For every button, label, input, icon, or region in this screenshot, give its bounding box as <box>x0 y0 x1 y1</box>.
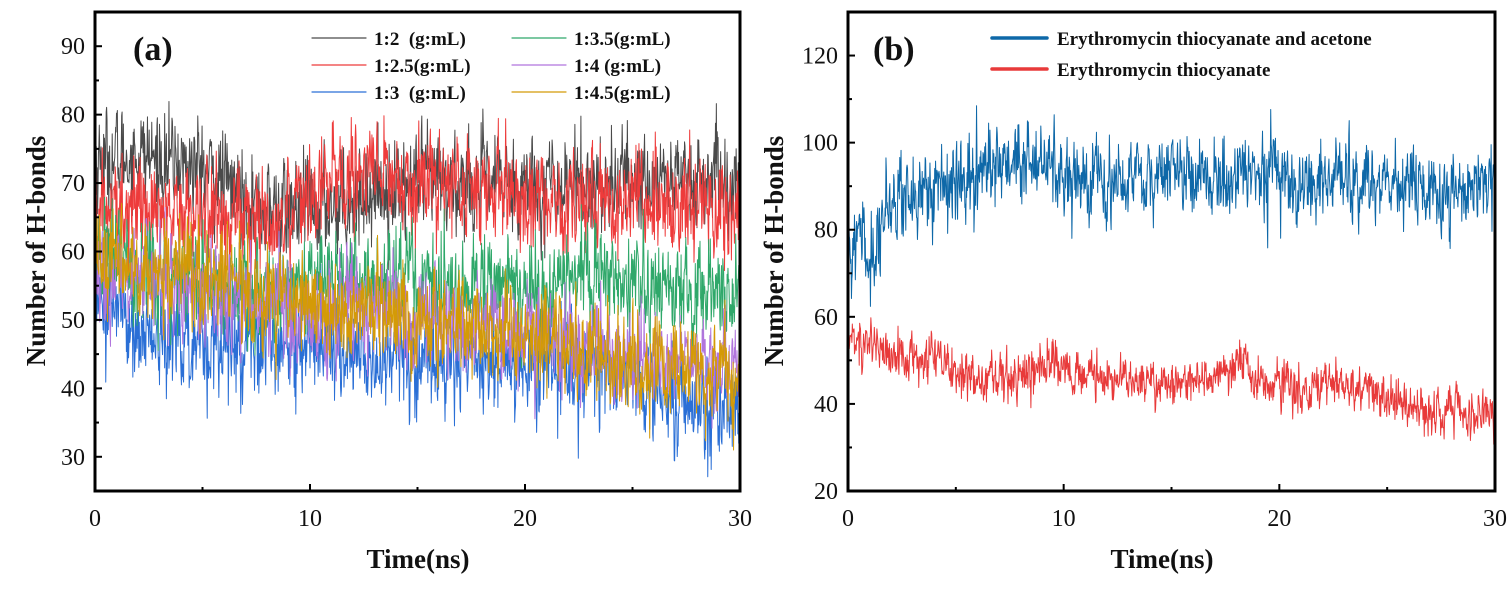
panel-b-x-tick-label: 30 <box>1483 506 1507 532</box>
panel-b: 0 10 20 30 20 40 60 80 100 120 (b) Erythromycin t… <box>759 10 1507 574</box>
legend-label: 1:4.5(g:mL) <box>574 83 671 104</box>
panel-b-legend-item: Erythromycin thiocyanate and acetone <box>990 29 1372 50</box>
panel-b-legend-item: Erythromycin thiocyanate <box>990 60 1270 81</box>
panel-b-axes-frame <box>846 10 1497 493</box>
panel-a-y-tick-label: 70 <box>61 171 85 197</box>
panel-a-y-tick-label: 90 <box>61 34 85 60</box>
panel-a-legend-item: 1:3.5(g:mL) <box>511 29 671 50</box>
panel-b-y-tick-label: 80 <box>814 218 838 244</box>
panel-b-legend: Erythromycin thiocyanate and acetone Eryt… <box>990 29 1372 81</box>
panel-a-legend-item: 1:4 (g:mL) <box>511 56 661 77</box>
panel-a-y-tick-label: 30 <box>61 445 85 471</box>
panel-a-series-line-2 <box>95 115 740 279</box>
panel-a-legend-item: 1:3 (g:mL) <box>311 83 466 104</box>
legend-label: 1:3.5(g:mL) <box>574 29 671 50</box>
panel-b-y-axis-title: Number of H-bonds <box>759 136 789 367</box>
legend-label: Erythromycin thiocyanate <box>1057 60 1270 81</box>
panel-a-x-tick-label: 0 <box>89 506 101 532</box>
panel-a-y-tick-label: 80 <box>61 103 85 129</box>
panel-a-y-tick-label: 60 <box>61 240 85 266</box>
legend-label: 1:2.5(g:mL) <box>374 56 471 77</box>
panel-a-x-axis-title: Time(ns) <box>366 544 469 574</box>
panel-a-x-tick-label: 10 <box>298 506 322 532</box>
panel-b-x-tick-label: 20 <box>1267 506 1291 532</box>
panel-a-x-tick-label: 20 <box>513 506 537 532</box>
panel-a-ticks: 0 10 20 30 30 40 50 60 70 80 90 <box>61 11 752 532</box>
panel-b-y-tick-label: 120 <box>802 44 838 70</box>
panel-b-x-tick-label: 10 <box>1052 506 1076 532</box>
panel-a-label: (a) <box>133 31 173 68</box>
panel-a-legend-item: 1:2 (g:mL) <box>311 29 466 50</box>
panel-a-series-line-5 <box>95 206 740 429</box>
legend-label: Erythromycin thiocyanate and acetone <box>1057 29 1372 50</box>
panel-a: 0 10 20 30 30 40 50 60 70 80 90 (a) 1:2 (g:mL) 1:2.… <box>21 10 752 574</box>
panel-b-ticks: 0 10 20 30 20 40 60 80 100 120 <box>802 11 1507 532</box>
panel-b-series-layer <box>848 105 1495 445</box>
panel-b-series-line-2 <box>848 317 1495 445</box>
panel-b-y-tick-label: 40 <box>814 392 838 418</box>
panel-b-y-tick-label: 60 <box>814 305 838 331</box>
panel-a-y-tick-label: 40 <box>61 376 85 402</box>
panel-a-x-tick-label: 30 <box>728 506 752 532</box>
panel-b-x-tick-label: 0 <box>842 506 854 532</box>
panel-b-x-axis-title: Time(ns) <box>1110 544 1213 574</box>
legend-label: 1:2 (g:mL) <box>374 29 466 50</box>
panel-a-legend: 1:2 (g:mL) 1:2.5(g:mL) 1:3 (g:mL) 1:3.5(g:m… <box>311 29 671 104</box>
panel-a-y-axis-title: Number of H-bonds <box>21 136 51 367</box>
legend-label: 1:4 (g:mL) <box>574 56 661 77</box>
panel-b-label: (b) <box>873 31 915 68</box>
panel-b-y-tick-label: 20 <box>814 479 838 505</box>
panel-b-y-tick-label: 100 <box>802 131 838 157</box>
legend-label: 1:3 (g:mL) <box>374 83 466 104</box>
panel-b-series-line-1 <box>848 105 1495 307</box>
panel-a-series-layer <box>95 101 740 478</box>
panel-a-y-tick-label: 50 <box>61 308 85 334</box>
panel-a-series-line-6 <box>95 202 740 451</box>
panel-a-legend-item: 1:2.5(g:mL) <box>311 56 471 77</box>
panel-a-legend-item: 1:4.5(g:mL) <box>511 83 671 104</box>
